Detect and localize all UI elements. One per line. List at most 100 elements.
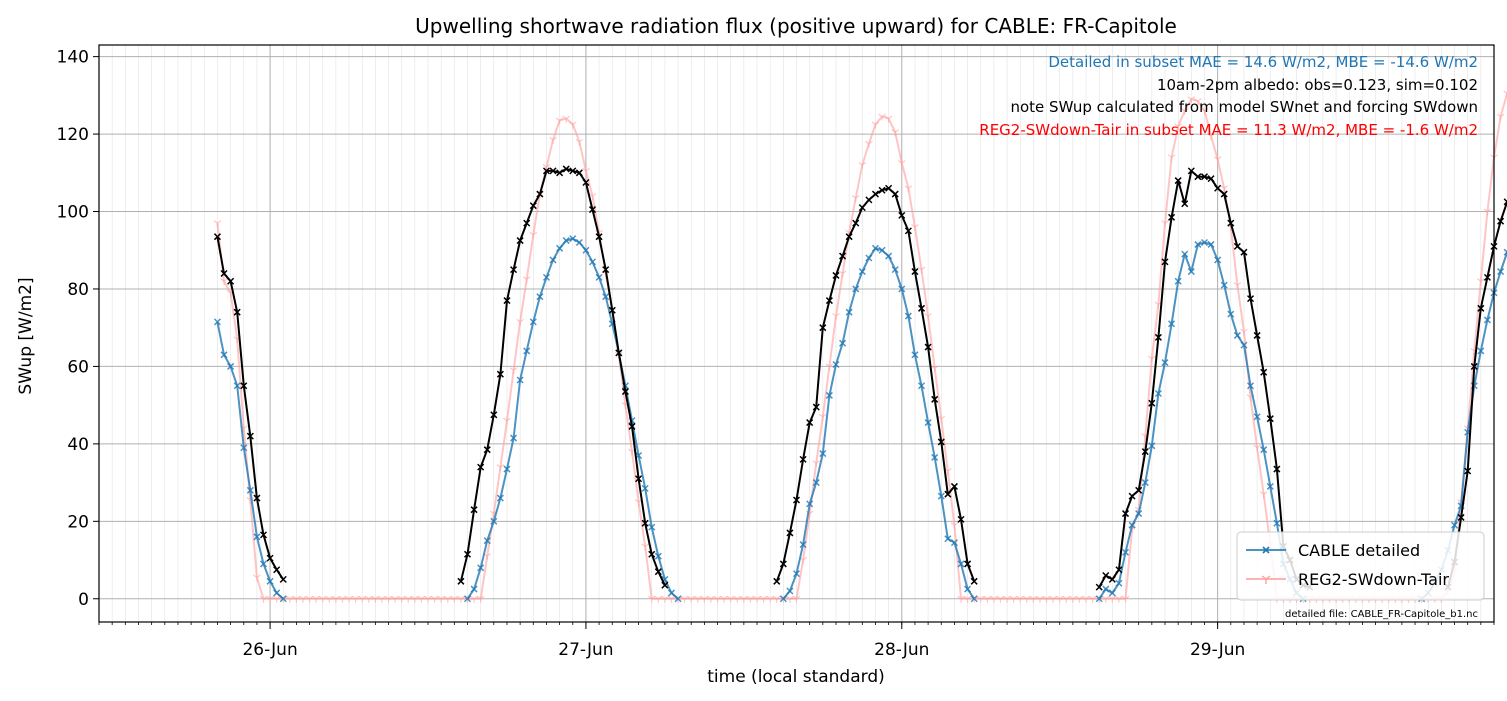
- data-point: [641, 543, 650, 551]
- data-point: [786, 587, 794, 595]
- data-point: [1174, 123, 1182, 131]
- data-point: [1200, 238, 1209, 247]
- chart-title: Upwelling shortwave radiation flux (posi…: [415, 14, 1177, 38]
- data-point: [253, 574, 261, 582]
- data-point: [1108, 575, 1116, 583]
- data-point: [1108, 589, 1116, 597]
- data-point: [233, 308, 241, 316]
- data-point: [1483, 208, 1492, 216]
- data-point: [1220, 185, 1229, 193]
- data-point: [1464, 467, 1472, 475]
- data-point: [970, 577, 978, 585]
- data-point: [898, 211, 906, 219]
- data-point: [240, 444, 248, 452]
- data-point: [1148, 399, 1156, 407]
- data-point: [970, 595, 978, 603]
- footnote-file: detailed file: CABLE_FR-Capitole_b1.nc: [1285, 609, 1478, 620]
- data-point: [529, 202, 537, 210]
- data-point: [529, 318, 537, 326]
- data-point: [779, 595, 787, 603]
- data-point: [1154, 333, 1162, 341]
- series-line-cable-detailed: [216, 321, 284, 600]
- data-point: [477, 564, 485, 572]
- data-point: [891, 266, 899, 274]
- series-layer: [213, 90, 1507, 603]
- data-point: [562, 237, 570, 245]
- data-point: [812, 460, 821, 468]
- data-point: [213, 318, 221, 326]
- data-point: [1154, 389, 1162, 398]
- data-point: [1503, 198, 1507, 206]
- data-point: [477, 463, 485, 471]
- data-point: [220, 278, 228, 286]
- data-point: [496, 370, 504, 378]
- data-point: [832, 271, 840, 279]
- data-point: [569, 167, 577, 175]
- data-point: [1470, 362, 1478, 370]
- data-point: [220, 351, 228, 359]
- data-point: [937, 438, 945, 446]
- data-point: [1168, 320, 1176, 328]
- data-point: [1147, 355, 1156, 363]
- data-point: [1450, 521, 1459, 529]
- data-point: [865, 196, 873, 204]
- y-tick-label: 40: [67, 435, 89, 455]
- data-point: [779, 560, 787, 568]
- data-point: [1102, 585, 1110, 593]
- data-point: [516, 237, 524, 245]
- data-point: [1476, 278, 1485, 286]
- x-tick-label: 28-Jun: [874, 640, 929, 660]
- data-point: [536, 190, 544, 198]
- data-point: [911, 224, 919, 232]
- data-point: [1168, 213, 1176, 221]
- data-point: [1266, 482, 1274, 490]
- data-point: [878, 113, 886, 121]
- data-point: [1260, 446, 1268, 454]
- legend-marker-cable-detailed: [1262, 546, 1270, 554]
- data-point: [602, 293, 610, 301]
- y-axis-label: SWup [W/m2]: [16, 277, 36, 394]
- data-point: [641, 484, 649, 492]
- data-point: [964, 560, 972, 568]
- data-point: [1180, 107, 1189, 115]
- data-point: [1148, 442, 1156, 450]
- data-point: [917, 304, 926, 312]
- data-point: [569, 235, 577, 243]
- x-axis-label: time (local standard): [707, 667, 885, 687]
- data-point: [792, 496, 801, 504]
- annotation-detailed-error: Detailed in subset MAE = 14.6 W/m2, MBE …: [1048, 53, 1478, 71]
- data-point: [917, 266, 926, 274]
- data-point: [799, 455, 807, 463]
- data-point: [1207, 240, 1215, 248]
- data-point: [582, 167, 590, 175]
- data-point: [654, 552, 662, 560]
- data-point: [937, 492, 945, 500]
- y-tick-label: 20: [67, 512, 89, 532]
- data-point: [259, 560, 268, 568]
- data-point: [1102, 571, 1110, 580]
- data-point: [1187, 268, 1195, 276]
- data-point: [832, 360, 840, 369]
- data-point: [911, 351, 919, 359]
- data-point: [1227, 219, 1235, 227]
- data-point: [878, 246, 886, 254]
- data-point: [1240, 341, 1248, 349]
- data-point: [246, 432, 254, 440]
- data-point: [279, 595, 287, 603]
- data-point: [825, 297, 833, 305]
- x-tick-label: 26-Jun: [242, 640, 297, 660]
- data-point: [575, 169, 583, 177]
- data-point: [1187, 96, 1196, 104]
- data-point: [582, 246, 590, 254]
- data-point: [661, 581, 669, 589]
- data-point: [227, 362, 235, 370]
- data-point: [463, 550, 472, 558]
- data-point: [588, 206, 597, 214]
- data-point: [1477, 347, 1485, 355]
- data-point: [674, 595, 682, 603]
- data-point: [819, 450, 827, 458]
- data-point: [233, 382, 241, 390]
- data-point: [1220, 190, 1228, 198]
- data-point: [503, 417, 511, 425]
- data-point: [549, 256, 557, 264]
